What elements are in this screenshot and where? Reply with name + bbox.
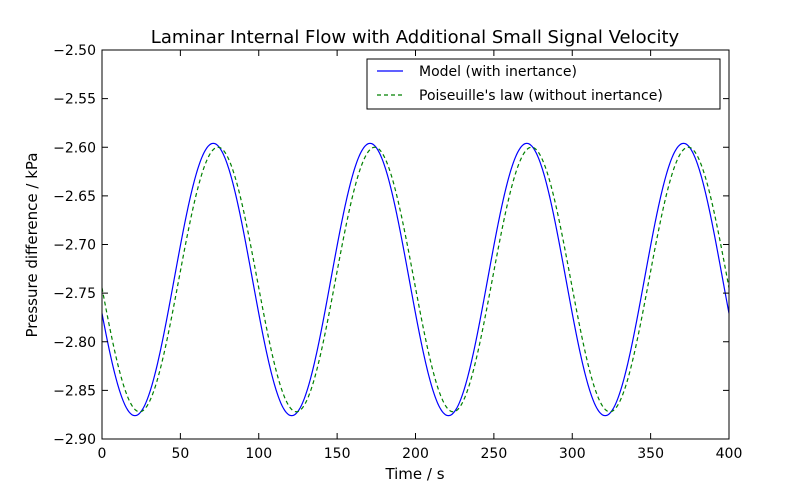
x-axis: 0 50 100 150 200 250 300 350 400	[98, 50, 743, 462]
x-tick-label: 400	[716, 446, 743, 462]
y-tick-label: −2.90	[53, 432, 96, 448]
x-tick-label: 0	[98, 446, 107, 462]
legend-label-model: Model (with inertance)	[419, 64, 577, 80]
x-tick-label: 50	[171, 446, 189, 462]
x-tick-label: 150	[324, 446, 351, 462]
x-tick-label: 350	[637, 446, 664, 462]
y-tick-label: −2.50	[53, 43, 96, 59]
y-tick-label: −2.75	[53, 286, 96, 302]
x-axis-label: Time / s	[384, 465, 444, 483]
y-axis: −2.90 −2.85 −2.80 −2.75 −2.70 −2.65 −2.60 −2.55…	[53, 43, 729, 448]
chart-title: Laminar Internal Flow with Additional Sm…	[151, 27, 680, 48]
x-tick-label: 100	[245, 446, 272, 462]
series-line-model	[102, 142, 729, 417]
y-tick-label: −2.55	[53, 92, 96, 108]
y-tick-label: −2.80	[53, 335, 96, 351]
x-tick-label: 300	[559, 446, 586, 462]
y-tick-label: −2.65	[53, 189, 96, 205]
y-axis-label: Pressure difference / kPa	[23, 153, 41, 338]
x-tick-label: 200	[402, 446, 429, 462]
series-layer	[102, 142, 729, 417]
y-tick-label: −2.70	[53, 238, 96, 254]
y-tick-label: −2.85	[53, 383, 96, 399]
series-line-poiseuille	[102, 146, 729, 413]
x-tick-label: 250	[481, 446, 508, 462]
legend-label-poiseuille: Poiseuille's law (without inertance)	[419, 88, 663, 104]
y-tick-label: −2.60	[53, 140, 96, 156]
legend-box	[366, 58, 721, 110]
legend: Model (with inertance) Poiseuille's law …	[366, 58, 721, 110]
